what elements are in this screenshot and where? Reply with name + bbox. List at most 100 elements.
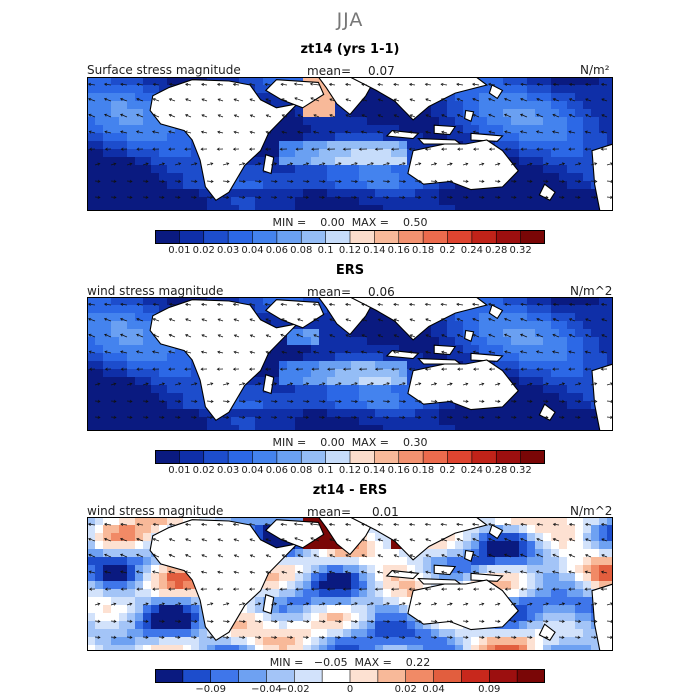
- colorbar-swatch: [301, 230, 326, 244]
- colorbar-tick-label: 0.04: [241, 245, 264, 256]
- colorbar-swatch: [252, 450, 278, 464]
- colorbar-swatch: [350, 450, 375, 464]
- colorbar-swatch: [423, 230, 448, 244]
- colorbar-swatch: [210, 669, 239, 683]
- colorbar-swatch: [294, 669, 323, 683]
- colorbar-swatch: [489, 669, 518, 683]
- colorbar-swatch: [238, 669, 267, 683]
- panel2-title: ERS: [335, 263, 365, 278]
- colorbar-tick-label: 0.06: [265, 245, 289, 256]
- colorbar-tick-label: 0.14: [363, 465, 386, 476]
- panel1-title: zt14 (yrs 1-1): [300, 42, 400, 57]
- panel1-mean-value: 0.07: [368, 64, 395, 78]
- panel2-field-label: wind stress magnitude: [87, 284, 224, 298]
- colorbar-swatch: [155, 450, 180, 464]
- panel2-map: [87, 297, 613, 431]
- map-frame: [87, 297, 613, 431]
- colorbar-tick-label: 0.03: [216, 245, 240, 256]
- panel1-mean-label: mean=: [307, 64, 352, 78]
- colorbar-tick-label: 0.08: [290, 465, 313, 476]
- continent-outlines: [149, 77, 613, 211]
- colorbar-swatch: [423, 450, 448, 464]
- map-frame: [87, 517, 613, 651]
- colorbar-tick-label: 0.03: [216, 465, 240, 476]
- wind-vectors: [87, 522, 613, 639]
- colorbar-swatch: [325, 450, 351, 464]
- colorbar-tick-label: 0.01: [168, 245, 191, 256]
- colorbar-swatch: [433, 669, 462, 683]
- colorbar-swatch: [155, 230, 180, 244]
- colorbar-swatch: [182, 669, 212, 683]
- panel3-colorbar: [155, 669, 545, 683]
- panel2-mean-label: mean=: [307, 285, 352, 299]
- continent-outlines: [149, 297, 613, 431]
- colorbar-swatch: [517, 669, 545, 683]
- colorbar-tick-label: −0.02: [278, 684, 310, 695]
- colorbar-swatch: [496, 450, 521, 464]
- panel2-mean-value: 0.06: [368, 285, 395, 299]
- colorbar-swatch: [276, 450, 302, 464]
- colorbar-swatch: [447, 450, 473, 464]
- panel3-field-label: wind stress magnitude: [87, 504, 224, 518]
- colorbar-swatch: [461, 669, 490, 683]
- colorbar-swatch: [374, 230, 400, 244]
- panel2-units: N/m^2: [570, 284, 613, 298]
- colorbar-swatch: [322, 669, 351, 683]
- colorbar-tick-label: 0.09: [478, 684, 501, 695]
- panel3-mean-label: mean=: [307, 505, 352, 519]
- colorbar-swatch: [301, 450, 326, 464]
- wind-vectors: [87, 302, 613, 419]
- panel3-units: N/m^2: [570, 504, 613, 518]
- colorbar-swatch: [350, 230, 375, 244]
- colorbar-tick-label: 0.18: [411, 465, 435, 476]
- colorbar-tick-label: 0.02: [394, 684, 417, 695]
- colorbar-tick-label: 0.06: [265, 465, 289, 476]
- panel1-units: N/m²: [580, 63, 610, 77]
- colorbar-swatch: [520, 450, 545, 464]
- colorbar-swatch: [228, 230, 253, 244]
- colorbar-tick-label: 0.2: [439, 465, 456, 476]
- panel3-map: [87, 517, 613, 651]
- colorbar-swatch: [374, 450, 400, 464]
- colorbar-swatch: [398, 450, 424, 464]
- wind-vectors: [87, 82, 613, 199]
- panel3-title: zt14 - ERS: [312, 483, 388, 498]
- colorbar-tick-label: 0: [346, 684, 354, 695]
- colorbar-tick-label: 0.18: [411, 245, 435, 256]
- colorbar-tick-label: 0.1: [317, 465, 334, 476]
- panel1-colorbar: [155, 230, 545, 244]
- colorbar-tick-label: 0.24: [460, 245, 484, 256]
- panel3-minmax: MIN = −0.05 MAX = 0.22: [269, 656, 431, 669]
- colorbar-swatch: [228, 450, 253, 464]
- colorbar-swatch: [520, 230, 545, 244]
- colorbar-swatch: [447, 230, 473, 244]
- colorbar-swatch: [350, 669, 379, 683]
- panel1-minmax: MIN = 0.00 MAX = 0.50: [272, 216, 428, 229]
- colorbar-tick-label: 0.32: [509, 465, 532, 476]
- colorbar-tick-label: 0.32: [509, 245, 532, 256]
- colorbar-swatch: [405, 669, 434, 683]
- colorbar-tick-label: 0.24: [460, 465, 484, 476]
- colorbar-tick-label: 0.16: [387, 465, 410, 476]
- colorbar-swatch: [377, 669, 407, 683]
- panel3-mean-value: 0.01: [372, 505, 399, 519]
- panel1-field-label: Surface stress magnitude: [87, 63, 241, 77]
- colorbar-tick-label: 0.02: [192, 465, 215, 476]
- colorbar-tick-label: 0.08: [290, 245, 313, 256]
- colorbar-tick-label: 0.28: [485, 465, 508, 476]
- figure-title: JJA: [336, 9, 364, 31]
- colorbar-swatch: [155, 669, 184, 683]
- colorbar-swatch: [325, 230, 351, 244]
- colorbar-tick-label: 0.04: [422, 684, 445, 695]
- colorbar-tick-label: 0.01: [168, 465, 191, 476]
- map-frame: [87, 77, 613, 211]
- colorbar-tick-label: 0.12: [338, 245, 362, 256]
- colorbar-swatch: [471, 450, 497, 464]
- panel2-minmax: MIN = 0.00 MAX = 0.30: [272, 436, 428, 449]
- colorbar-tick-label: 0.04: [241, 465, 264, 476]
- colorbar-tick-label: 0.1: [317, 245, 334, 256]
- colorbar-swatch: [203, 230, 229, 244]
- colorbar-swatch: [179, 230, 205, 244]
- colorbar-tick-label: 0.16: [387, 245, 410, 256]
- colorbar-swatch: [496, 230, 521, 244]
